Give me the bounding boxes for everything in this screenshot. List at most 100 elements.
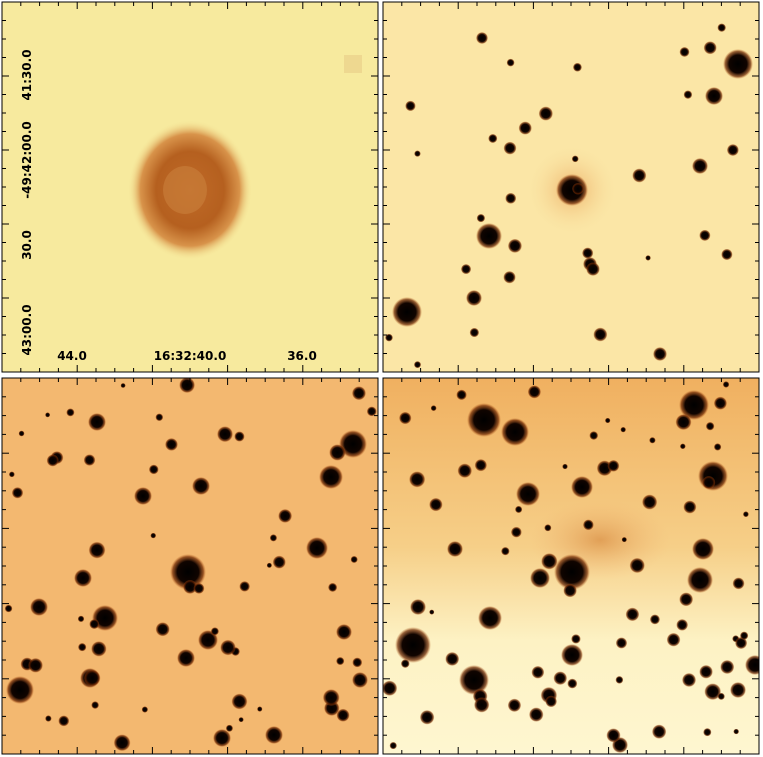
star xyxy=(278,508,293,523)
star xyxy=(561,644,583,666)
star xyxy=(216,426,234,443)
star xyxy=(319,465,343,489)
star xyxy=(266,562,273,569)
star xyxy=(18,430,25,437)
star xyxy=(651,724,667,739)
star xyxy=(265,726,283,744)
dec-label: 43:00.0 xyxy=(20,304,34,355)
star xyxy=(501,546,510,556)
star xyxy=(192,477,210,495)
star xyxy=(170,554,206,590)
star xyxy=(182,579,198,595)
star xyxy=(45,715,52,722)
star xyxy=(430,405,437,412)
star xyxy=(91,641,107,657)
star xyxy=(88,541,106,559)
star xyxy=(83,669,101,687)
star xyxy=(413,361,422,369)
star xyxy=(46,454,59,467)
star xyxy=(385,333,393,342)
star xyxy=(30,598,48,616)
star xyxy=(6,676,34,704)
star xyxy=(476,223,502,249)
star xyxy=(198,630,218,650)
star xyxy=(531,665,545,679)
star xyxy=(734,636,748,650)
star xyxy=(516,482,540,506)
star xyxy=(604,417,611,424)
star xyxy=(679,443,686,450)
star xyxy=(269,534,278,542)
star xyxy=(699,664,713,679)
star xyxy=(400,659,410,669)
star xyxy=(679,390,709,420)
star xyxy=(649,437,656,444)
star xyxy=(165,437,178,451)
star xyxy=(306,537,328,559)
star xyxy=(621,536,627,543)
star xyxy=(586,262,600,276)
star xyxy=(328,582,338,593)
star xyxy=(723,49,753,79)
star xyxy=(615,675,624,684)
star xyxy=(739,631,749,640)
star xyxy=(336,708,350,722)
ra-label: 44.0 xyxy=(57,349,87,363)
star xyxy=(329,444,346,461)
star xyxy=(478,606,502,630)
star xyxy=(606,728,621,743)
star xyxy=(155,622,170,637)
star xyxy=(726,143,739,157)
star xyxy=(645,255,651,261)
star xyxy=(476,213,486,223)
star xyxy=(699,229,711,242)
star xyxy=(510,526,522,538)
star xyxy=(66,408,75,417)
dec-label: -49:42:00.0 xyxy=(20,121,34,199)
star xyxy=(91,701,100,709)
star xyxy=(210,627,219,636)
star xyxy=(8,471,15,478)
star xyxy=(473,697,490,713)
star xyxy=(562,463,568,470)
star xyxy=(702,475,716,490)
star xyxy=(505,192,517,204)
star xyxy=(336,656,345,666)
star xyxy=(4,604,13,613)
star xyxy=(683,500,697,514)
star xyxy=(456,389,467,401)
star xyxy=(666,632,681,647)
star xyxy=(429,609,435,615)
star xyxy=(620,426,627,433)
star xyxy=(28,657,44,673)
dec-label: 41:30.0 xyxy=(20,49,34,100)
star xyxy=(350,555,358,564)
star xyxy=(687,567,713,593)
star xyxy=(272,555,286,569)
star xyxy=(213,729,231,747)
star xyxy=(742,511,749,518)
star xyxy=(352,672,368,688)
star xyxy=(554,554,590,590)
star xyxy=(730,682,746,698)
star xyxy=(322,689,340,706)
star xyxy=(429,497,443,512)
star xyxy=(679,46,690,58)
star xyxy=(528,707,544,722)
star xyxy=(77,642,87,652)
star xyxy=(571,155,579,163)
star xyxy=(179,378,196,394)
star xyxy=(625,607,640,622)
star xyxy=(231,693,248,710)
blob-core xyxy=(163,166,207,214)
star xyxy=(398,411,412,425)
star xyxy=(679,592,694,607)
star xyxy=(615,637,628,649)
star xyxy=(383,680,398,696)
star xyxy=(77,615,85,623)
star xyxy=(571,634,581,644)
star xyxy=(713,443,722,451)
star xyxy=(722,381,730,388)
star xyxy=(506,58,515,67)
